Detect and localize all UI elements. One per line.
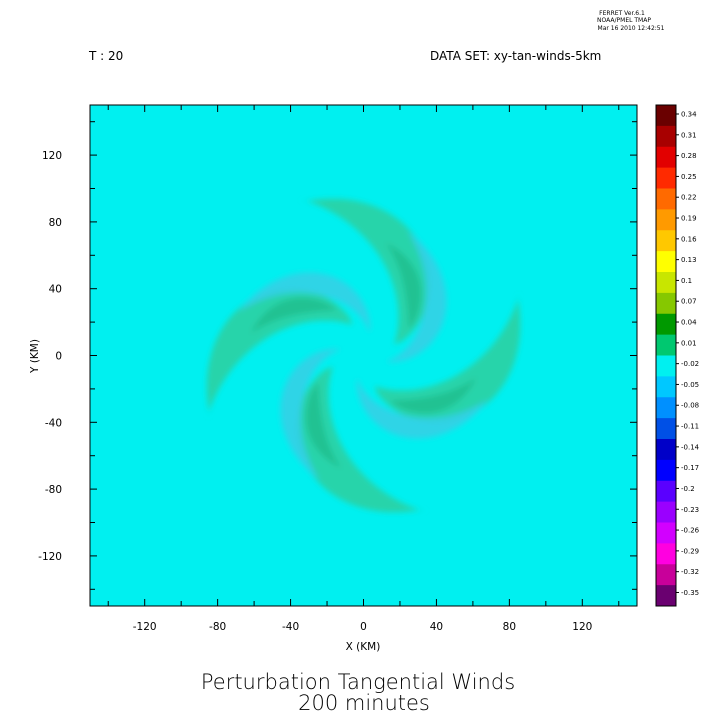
positive-spiral-arm — [206, 288, 353, 476]
colorbar-label: 0.1 — [681, 277, 692, 285]
colorbar-label: 0.22 — [681, 194, 697, 202]
colorbar-swatch — [656, 313, 676, 336]
colorbar-label: -0.14 — [681, 443, 700, 451]
colorbar-swatch — [656, 334, 676, 356]
dataset-label: DATA SET: xy-tan-winds-5km — [430, 49, 601, 63]
colorbar-label: -0.05 — [681, 381, 699, 389]
colorbar-label: 0.28 — [681, 152, 697, 160]
colorbar-label: 0.34 — [681, 111, 697, 119]
negative-spiral-arm — [280, 348, 361, 511]
colorbar-swatch — [656, 272, 676, 294]
spiral-bands — [206, 198, 521, 513]
colorbar-swatch — [656, 105, 676, 127]
y-tick-label: -40 — [45, 417, 62, 429]
colorbar-label: -0.11 — [681, 423, 699, 431]
colorbar-label: 0.16 — [681, 235, 697, 243]
negative-spiral-arm — [356, 358, 519, 439]
positive-spiral-arm — [374, 235, 521, 423]
colorbar-label: -0.35 — [681, 589, 699, 597]
x-tick-label: 80 — [503, 621, 516, 633]
x-axis-label: X (KM) — [346, 641, 381, 653]
time-label: T : 20 — [88, 49, 123, 63]
colorbar-swatch — [656, 146, 676, 169]
colorbar-swatch — [656, 251, 676, 273]
colorbar-swatch — [656, 397, 676, 419]
colorbar-swatch — [656, 564, 676, 586]
y-tick-label: 120 — [42, 150, 62, 162]
colorbar: 0.34 0.31 0.28 0.25 0.22 0.19 0.16 0.13 0.1 0.07 0… — [655, 104, 700, 607]
field-background — [90, 105, 637, 606]
colorbar-swatch — [656, 480, 676, 503]
colorbar-swatch — [656, 355, 676, 377]
plot-subtitle: 200 minutes — [298, 691, 430, 713]
ferret-date-stamp: Mar 16 2010 12:42:51 — [598, 25, 665, 32]
colorbar-label: -0.2 — [681, 485, 695, 493]
axes: -120 -80 -40 0 40 80 120 120 80 40 0 -40 -80 -120 — [38, 105, 637, 633]
colorbar-label: -0.23 — [681, 506, 699, 514]
x-tick-label: -40 — [282, 621, 299, 633]
x-tick-label: 40 — [430, 621, 443, 633]
x-tick-label: -80 — [209, 621, 226, 633]
negative-spiral-arm — [366, 200, 447, 363]
colorbar-label: -0.17 — [681, 464, 699, 472]
colorbar-swatch — [656, 167, 676, 189]
y-axis-label: Y (KM) — [29, 339, 41, 374]
colorbar-label: -0.32 — [681, 568, 699, 576]
colorbar-label: 0.01 — [681, 339, 697, 347]
colorbar-label: -0.08 — [681, 402, 699, 410]
y-tick-label: 40 — [49, 284, 62, 296]
y-tick-label: -120 — [38, 551, 62, 563]
colorbar-label: 0.25 — [681, 173, 697, 181]
strong-positive-core — [306, 383, 361, 484]
plot-title: Perturbation Tangential Winds — [201, 670, 515, 694]
x-tick-label: 0 — [360, 621, 367, 633]
colorbar-swatch — [656, 543, 676, 565]
colorbar-label: 0.07 — [681, 298, 697, 306]
colorbar-swatch — [656, 125, 676, 148]
colorbar-swatch — [656, 376, 676, 398]
colorbar-swatch — [656, 522, 676, 544]
colorbar-swatch — [656, 459, 676, 482]
y-tick-label: -80 — [45, 484, 62, 496]
y-tick-label: 80 — [49, 217, 62, 229]
colorbar-label: 0.04 — [681, 319, 697, 327]
colorbar-label: -0.29 — [681, 547, 699, 555]
strong-positive-core — [391, 358, 492, 413]
colorbar-swatch — [656, 292, 676, 315]
positive-spiral-arm — [296, 366, 484, 513]
colorbar-label: 0.19 — [681, 215, 697, 223]
negative-spiral-arm — [208, 272, 371, 353]
heatmap-field — [90, 105, 637, 606]
ferret-org-stamp: NOAA/PMEL TMAP — [597, 17, 651, 24]
ferret-version-stamp: FERRET Ver.6.1 — [599, 10, 645, 17]
colorbar-swatch — [656, 230, 676, 252]
colorbar-label: -0.26 — [681, 527, 700, 535]
colorbar-swatch — [656, 188, 676, 210]
y-tick-label: 0 — [55, 351, 62, 363]
colorbar-swatch — [656, 439, 676, 461]
strong-positive-core — [235, 298, 336, 353]
colorbar-swatch — [656, 585, 676, 607]
colorbar-label: -0.02 — [681, 360, 699, 368]
colorbar-label: 0.13 — [681, 256, 697, 264]
x-tick-label: 120 — [572, 621, 592, 633]
strong-positive-core — [366, 227, 421, 328]
x-tick-label: -120 — [133, 621, 157, 633]
colorbar-label: 0.31 — [681, 131, 697, 139]
colorbar-swatch — [656, 501, 676, 523]
colorbar-frame — [655, 104, 677, 607]
colorbar-swatch — [656, 209, 676, 231]
positive-spiral-arm — [243, 198, 431, 345]
colorbar-swatch — [656, 418, 676, 440]
